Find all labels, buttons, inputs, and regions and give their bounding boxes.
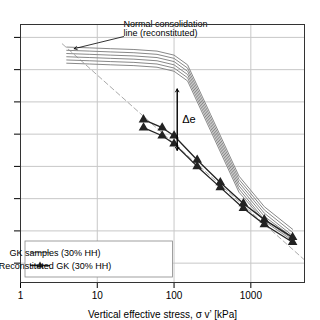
- svg-text:100: 100: [166, 290, 183, 301]
- svg-text:Reconstituted GK (30% HH): Reconstituted GK (30% HH): [0, 261, 111, 271]
- svg-text:Vertical effective stress, σ v: Vertical effective stress, σ v’ [kPa]: [88, 309, 237, 320]
- svg-text:1000: 1000: [240, 290, 263, 301]
- svg-text:Normal consolidationline (reco: Normal consolidationline (reconstituted): [124, 19, 208, 38]
- svg-text:10: 10: [92, 290, 104, 301]
- svg-text:Δe: Δe: [182, 113, 195, 125]
- svg-text:GK samples (30% HH): GK samples (30% HH): [9, 248, 100, 258]
- svg-text:1: 1: [18, 290, 24, 301]
